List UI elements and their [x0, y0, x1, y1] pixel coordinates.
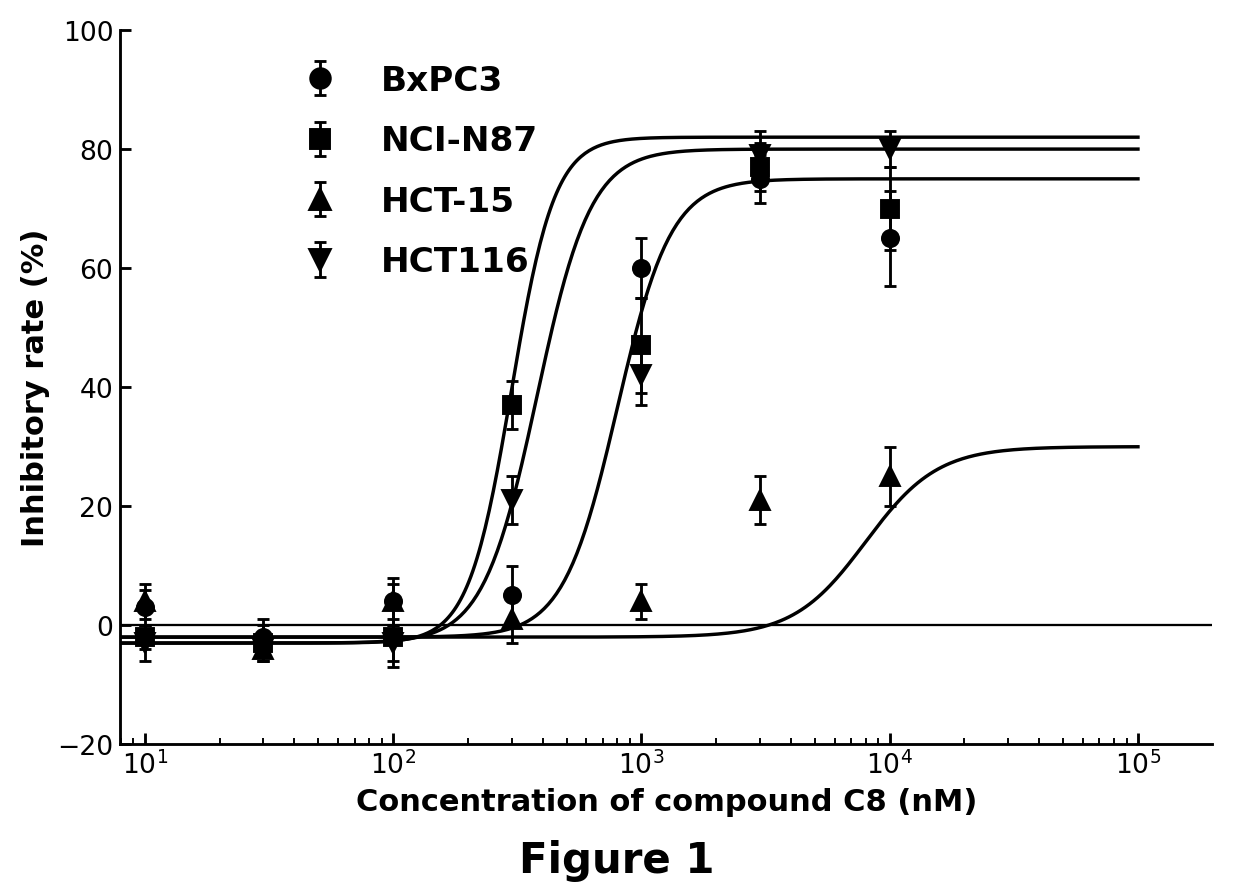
- X-axis label: Concentration of compound C8 (nM): Concentration of compound C8 (nM): [355, 787, 977, 816]
- Y-axis label: Inhibitory rate (%): Inhibitory rate (%): [21, 229, 49, 546]
- Legend: BxPC3, NCI-N87, HCT-15, HCT116: BxPC3, NCI-N87, HCT-15, HCT116: [268, 48, 556, 296]
- Text: Figure 1: Figure 1: [519, 839, 714, 881]
